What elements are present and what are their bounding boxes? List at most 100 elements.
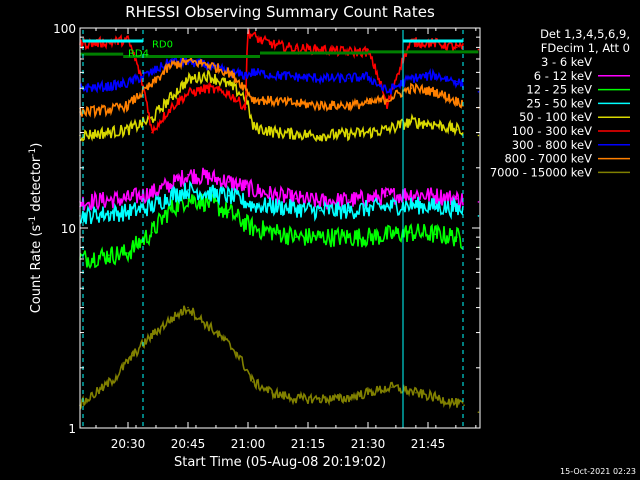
data-point [151,71,153,74]
y-tick-label: 100 [53,22,76,36]
data-point [386,91,389,93]
data-point [151,252,153,254]
series-line [79,54,464,119]
data-point [252,126,254,128]
y-axis-label-end: ) [29,143,44,148]
legend-label: 3 - 6 keV [541,55,592,69]
data-point [348,236,350,238]
data-point [410,77,413,80]
data-point [170,207,172,210]
data-point [127,198,129,200]
data-point [367,392,369,394]
data-point [187,60,189,63]
x-tick-label: 20:30 [111,437,146,451]
data-point [252,71,254,74]
legend-label: 6 - 12 keV [534,69,592,83]
data-point [187,79,189,81]
data-point [367,76,369,78]
data-point [348,199,350,201]
data-point [252,381,254,383]
data-point [295,198,297,200]
data-point [477,215,480,217]
attenuator-label: RD4 [128,49,149,60]
data-point [187,92,189,95]
data-point [295,133,297,135]
data-point [206,207,208,210]
y-axis: 100 10 1 [53,22,480,436]
data-point [151,334,153,337]
data-point [170,183,172,186]
data-point [276,131,278,134]
data-point [244,87,247,89]
x-axis-label: Start Time (05-Aug-08 20:19:02) [174,455,386,470]
data-point [244,240,247,242]
series-7 [79,54,480,119]
data-point [252,248,254,251]
data-point [348,77,350,80]
data-point [206,87,208,89]
data-point [319,201,321,203]
data-point [367,236,369,238]
series-line [79,187,464,300]
data-point [456,128,458,131]
data-point [477,201,480,203]
legend-label: 12 - 25 keV [526,83,592,97]
data-point [206,63,208,65]
data-point [127,82,129,84]
data-point [127,211,129,213]
data-point [456,100,458,103]
x-tick-label: 21:00 [231,437,266,451]
data-point [170,194,172,197]
legend-label: 25 - 50 keV [526,96,592,110]
legend-label: 100 - 300 keV [512,124,592,138]
data-point [151,84,153,86]
data-point [456,207,458,210]
data-point [410,204,413,206]
data-point [295,271,297,274]
data-point [108,212,110,215]
data-point [228,92,230,95]
data-point [170,96,172,99]
data-point [386,194,389,197]
data-point [367,268,369,271]
data-point [187,306,189,309]
y-axis-label-sup1: -1 [28,216,38,225]
data-point [319,273,321,275]
data-point [456,274,458,277]
legend: Det 1,3,4,5,6,9, FDecim 1, Att 0 3 - 6 k… [490,27,630,179]
data-point [228,223,230,225]
data-point [244,186,247,188]
data-point [319,398,321,400]
data-point [348,133,350,135]
data-point [108,131,110,134]
legend-label: 7000 - 15000 keV [490,165,592,179]
data-point [276,231,278,234]
data-point [206,176,208,178]
data-point [199,318,201,321]
series-line [79,68,464,143]
data-point [276,205,278,208]
data-point [259,39,261,41]
data-point [295,207,297,210]
data-point [228,71,230,74]
data-point [115,376,117,378]
data-point [244,223,247,225]
legend-label: 300 - 800 keV [512,138,592,152]
data-point [386,266,389,268]
timestamp: 15-Oct-2021 02:23 [560,467,636,476]
data-point [319,209,321,212]
data-point [108,109,110,111]
data-point [434,123,437,126]
data-point [151,192,153,194]
data-point [367,198,369,200]
data-point [319,48,321,51]
data-point [434,205,437,208]
data-point [271,392,273,394]
data-point [434,91,437,93]
data-point [252,204,254,206]
data-point [244,106,247,109]
y-axis-label: Count Rate (s-1 detector-1) [28,143,44,314]
data-point [276,194,278,197]
data-point [187,189,189,191]
data-point [410,120,413,123]
